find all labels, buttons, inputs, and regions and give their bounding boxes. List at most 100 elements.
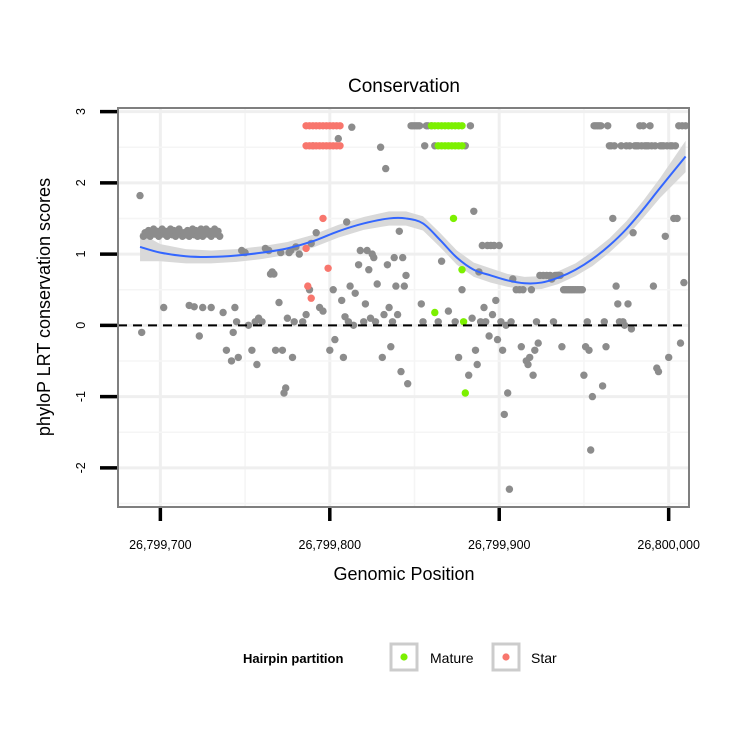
data-point-other bbox=[222, 346, 231, 354]
data-point-other bbox=[534, 339, 542, 347]
data-point-other bbox=[654, 367, 663, 376]
data-point-other bbox=[629, 229, 637, 237]
data-point-other bbox=[271, 346, 280, 354]
data-point-other bbox=[531, 346, 539, 354]
data-point-mature bbox=[458, 122, 466, 130]
data-point-other bbox=[278, 346, 287, 354]
data-point-other bbox=[665, 353, 673, 362]
confidence-ribbon bbox=[140, 140, 686, 290]
data-point-other bbox=[661, 232, 669, 240]
data-point-other bbox=[404, 380, 412, 388]
data-point-other bbox=[402, 271, 410, 280]
data-point-other bbox=[343, 218, 351, 226]
data-point-other bbox=[651, 142, 659, 150]
data-point-other bbox=[385, 303, 393, 312]
data-point-mature bbox=[458, 266, 466, 274]
data-point-other bbox=[248, 346, 256, 354]
data-point-other bbox=[492, 296, 500, 305]
data-point-other bbox=[580, 371, 588, 379]
data-point-other bbox=[529, 371, 537, 379]
data-point-other bbox=[620, 321, 629, 329]
data-point-star bbox=[307, 294, 315, 302]
data-point-other bbox=[468, 314, 476, 322]
data-point-other bbox=[400, 282, 408, 290]
data-point-other bbox=[283, 314, 292, 322]
data-point-other bbox=[229, 328, 237, 337]
data-point-other bbox=[680, 278, 688, 287]
x-tick-label: 26,799,700 bbox=[129, 538, 192, 552]
data-point-other bbox=[437, 257, 446, 265]
data-point-other bbox=[676, 339, 685, 347]
data-point-mature bbox=[459, 318, 468, 326]
data-point-other bbox=[498, 346, 507, 354]
data-point-other bbox=[454, 353, 463, 362]
data-point-other bbox=[399, 253, 407, 262]
data-point-other bbox=[627, 325, 636, 333]
data-point-other bbox=[319, 307, 327, 315]
data-point-other bbox=[382, 164, 390, 173]
legend-mature-label: Mature bbox=[430, 650, 474, 666]
data-point-other bbox=[465, 371, 473, 379]
data-point-other bbox=[334, 134, 342, 143]
data-point-other bbox=[216, 232, 224, 240]
data-point-other bbox=[524, 360, 532, 369]
data-point-other bbox=[587, 446, 595, 454]
data-point-other bbox=[244, 321, 253, 329]
data-point-other bbox=[526, 353, 534, 362]
x-tick-label: 26,799,800 bbox=[299, 538, 362, 552]
data-point-other bbox=[478, 241, 486, 250]
smooth-fit-line bbox=[139, 155, 687, 285]
data-point-other bbox=[617, 142, 625, 150]
data-point-other bbox=[434, 318, 442, 326]
smooth-line-layer bbox=[139, 155, 687, 285]
x-tick-label: 26,800,000 bbox=[637, 538, 700, 552]
data-point-other bbox=[390, 253, 398, 262]
data-point-other bbox=[505, 485, 514, 493]
data-point-other bbox=[527, 286, 536, 294]
data-point-other bbox=[219, 308, 227, 317]
x-tick-label: 26,799,900 bbox=[468, 538, 531, 552]
y-tick-label: 0 bbox=[74, 322, 88, 329]
data-point-other bbox=[493, 335, 502, 344]
data-point-other bbox=[275, 298, 283, 307]
data-point-other bbox=[199, 303, 207, 312]
data-point-other bbox=[360, 318, 368, 326]
data-point-other bbox=[549, 318, 558, 326]
data-point-other bbox=[371, 318, 380, 326]
data-point-other bbox=[578, 286, 586, 294]
data-point-other bbox=[614, 300, 622, 308]
data-point-other bbox=[609, 214, 617, 223]
data-point-other bbox=[234, 353, 242, 362]
data-point-other bbox=[612, 282, 620, 290]
data-point-other bbox=[597, 122, 605, 130]
data-point-other bbox=[380, 310, 388, 319]
data-point-other bbox=[681, 122, 690, 130]
data-point-other bbox=[532, 318, 541, 326]
y-tick-label: -2 bbox=[74, 462, 88, 473]
data-point-other bbox=[312, 229, 320, 237]
data-point-other bbox=[339, 353, 348, 362]
data-point-other bbox=[649, 282, 658, 290]
data-point-other bbox=[671, 142, 680, 150]
data-point-other bbox=[338, 296, 346, 305]
x-axis-label: Genomic Position bbox=[333, 564, 474, 584]
data-point-other bbox=[348, 123, 356, 131]
data-point-mature bbox=[458, 142, 466, 150]
data-point-other bbox=[639, 122, 647, 130]
data-point-other bbox=[388, 318, 397, 326]
data-point-other bbox=[231, 303, 239, 312]
data-point-other bbox=[604, 122, 612, 130]
data-point-other bbox=[288, 353, 297, 362]
data-point-other bbox=[519, 286, 527, 294]
y-tick-label: 3 bbox=[74, 108, 88, 115]
data-point-other bbox=[480, 303, 488, 312]
data-point-other bbox=[488, 310, 497, 319]
legend-title: Hairpin partition bbox=[243, 651, 343, 666]
data-point-other bbox=[329, 286, 337, 294]
data-point-other bbox=[392, 282, 400, 290]
y-tick-label: 1 bbox=[74, 251, 88, 258]
data-point-other bbox=[207, 303, 215, 312]
data-point-other bbox=[558, 343, 566, 351]
